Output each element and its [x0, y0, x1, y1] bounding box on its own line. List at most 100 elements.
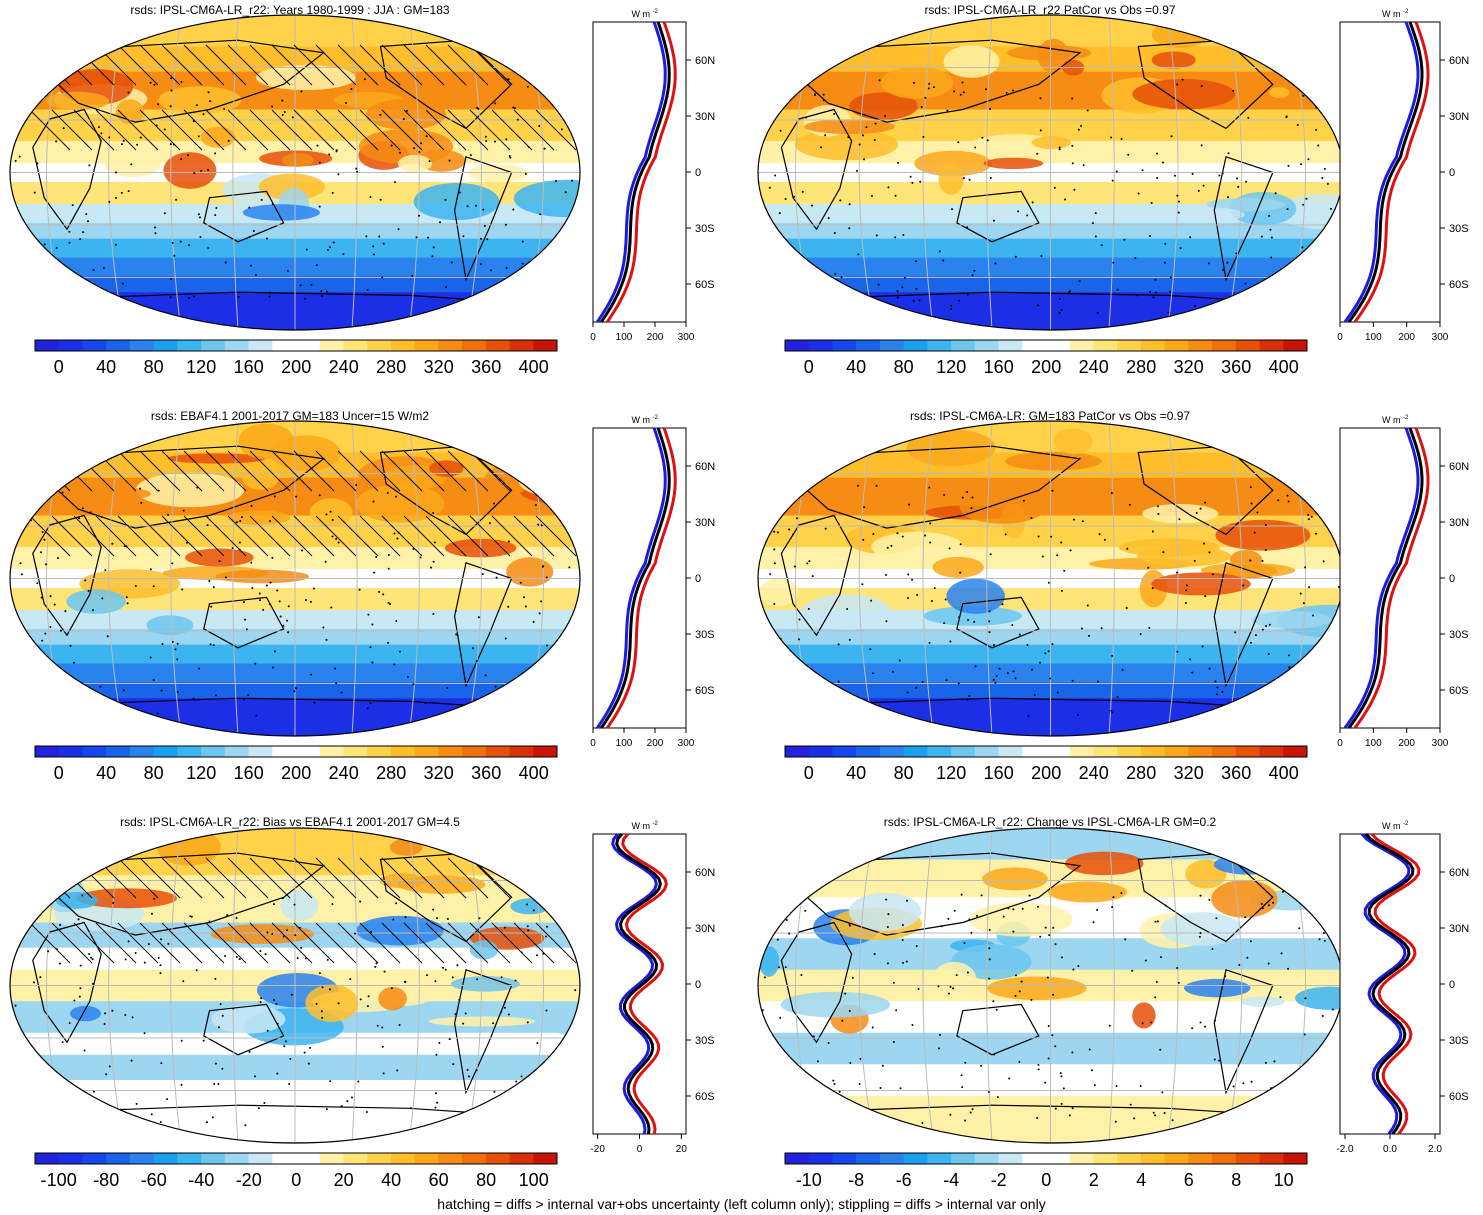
colorbar-1: 0 40 80 120 160 200 240 280 320 360 400	[34, 339, 558, 377]
colorbar-swatch	[1259, 1153, 1284, 1164]
map-5-coastline-2	[43, 852, 325, 936]
colorbar-swatch	[414, 746, 439, 757]
colorbar-swatch	[58, 340, 83, 351]
colorbar-swatch	[509, 340, 534, 351]
colorbar-swatch	[177, 1153, 202, 1164]
map-4-coastline-1	[780, 514, 853, 637]
profile-panel-6: W m -2 60N 30N 0 30S 60S -2.0 0.0 2.0	[1336, 821, 1469, 1155]
colorbar-label: 280	[1126, 763, 1156, 783]
colorbar-swatch	[856, 340, 881, 351]
colorbar-swatch	[1212, 340, 1237, 351]
colorbar-label: 360	[1221, 763, 1251, 783]
colorbar-3: 0 40 80 120 160 200 240 280 320 360 400	[34, 745, 558, 783]
colorbar-swatch	[1259, 340, 1284, 351]
colorbar-swatch	[1117, 340, 1142, 351]
colorbar-swatch	[390, 340, 416, 351]
colorbar-label: 8	[1231, 1170, 1241, 1190]
profile-lat-label: 30S	[695, 223, 715, 235]
colorbar-swatch	[1069, 746, 1094, 757]
colorbar-swatch	[1188, 1153, 1213, 1164]
colorbar-swatch	[58, 746, 83, 757]
colorbar-label: 320	[424, 763, 454, 783]
colorbar-swatch	[35, 746, 60, 757]
map-5-coastline-1	[32, 921, 102, 1044]
colorbar-label: 40	[96, 763, 116, 783]
colorbar-swatch	[1093, 340, 1118, 351]
colorbar-swatch	[153, 340, 178, 351]
colorbar-swatch	[1164, 340, 1189, 351]
colorbar-swatch	[319, 746, 344, 757]
colorbar-swatch	[879, 340, 905, 351]
colorbar-swatch	[1069, 340, 1094, 351]
colorbar-swatch	[1093, 1153, 1118, 1164]
colorbar-label: 160	[984, 357, 1014, 377]
profile-panel-2: W m -2 60N 30N 0 30S 60S 0 100 200 300	[1337, 9, 1469, 343]
colorbar-label: -80	[93, 1170, 119, 1190]
panel-title-6: rsds: IPSL-CM6A-LR_r22: Change vs IPSL-C…	[883, 815, 1217, 829]
colorbar-frame	[34, 339, 558, 352]
colorbar-frame	[784, 745, 1308, 758]
colorbar-swatch	[201, 1153, 226, 1164]
profile-units: W m	[1382, 821, 1401, 831]
colorbar-swatch	[248, 746, 273, 757]
colorbar-label: 40	[381, 1170, 401, 1190]
colorbar-label: 240	[329, 357, 359, 377]
profile-x-tick: 2.0	[1428, 1144, 1442, 1155]
colorbar-label: 80	[894, 357, 914, 377]
colorbar-swatch	[533, 746, 558, 757]
colorbar-swatch	[1235, 340, 1261, 351]
colorbar-swatch	[533, 1153, 558, 1164]
colorbar-swatch	[1022, 746, 1047, 757]
colorbar-swatch	[856, 1153, 881, 1164]
colorbar-label: 4	[1136, 1170, 1146, 1190]
colorbar-label: 280	[1126, 357, 1156, 377]
colorbar-swatch	[462, 340, 487, 351]
profile-obs-line	[1353, 427, 1430, 729]
colorbar-swatch	[1212, 1153, 1237, 1164]
profile-x-tick: 0	[1337, 332, 1343, 343]
profile-obs-line	[1353, 21, 1430, 323]
colorbar-swatch	[785, 1153, 810, 1164]
map-3-coastline-2	[43, 445, 325, 529]
profile-lat-label: 60N	[1449, 55, 1469, 67]
profile-obs-line	[606, 21, 677, 323]
map-6-coastline-2	[791, 852, 1082, 936]
colorbar-swatch	[856, 746, 881, 757]
profile-model-line	[1343, 427, 1420, 729]
colorbar-label: 360	[471, 357, 501, 377]
colorbar-swatch	[438, 340, 463, 351]
map-1-stippling	[10, 77, 580, 316]
colorbar-swatch	[201, 340, 226, 351]
colorbar-swatch	[438, 746, 463, 757]
colorbar-label: 320	[424, 357, 454, 377]
profile-units-sup: -2	[1403, 415, 1409, 421]
colorbar-swatch	[390, 1153, 416, 1164]
colorbar-swatch	[1188, 340, 1213, 351]
profile-units: W m	[1382, 9, 1401, 19]
colorbar-label: 400	[1269, 357, 1299, 377]
profile-units: W m	[1382, 415, 1401, 425]
profile-x-tick: -20	[590, 1144, 605, 1155]
profile-frame	[1339, 833, 1441, 1135]
colorbar-swatch	[1140, 340, 1166, 351]
colorbar-swatch	[1069, 1153, 1094, 1164]
profile-lat-label: 0	[1449, 573, 1455, 585]
profile-lat-label: 0	[695, 573, 701, 585]
colorbar-swatch	[485, 746, 511, 757]
profile-x-tick: 100	[1365, 738, 1382, 749]
profile-lat-label: 0	[1449, 167, 1455, 179]
colorbar-swatch	[1283, 746, 1308, 757]
profile-x-tick: 0	[590, 332, 596, 343]
map-5-border	[9, 827, 581, 1144]
colorbar-swatch	[951, 746, 976, 757]
colorbar-swatch	[832, 340, 857, 351]
colorbar-swatch	[951, 1153, 976, 1164]
colorbar-swatch	[785, 746, 810, 757]
colorbar-swatch	[462, 1153, 487, 1164]
colorbar-swatch	[1212, 746, 1237, 757]
map-1-coastline-2	[43, 39, 325, 123]
colorbar-frame	[34, 745, 558, 758]
panel-title-3: rsds: EBAF4.1 2001-2017 GM=183 Uncer=15 …	[150, 409, 430, 423]
colorbar-swatch	[974, 1153, 1000, 1164]
profile-lat-label: 60N	[695, 461, 715, 473]
